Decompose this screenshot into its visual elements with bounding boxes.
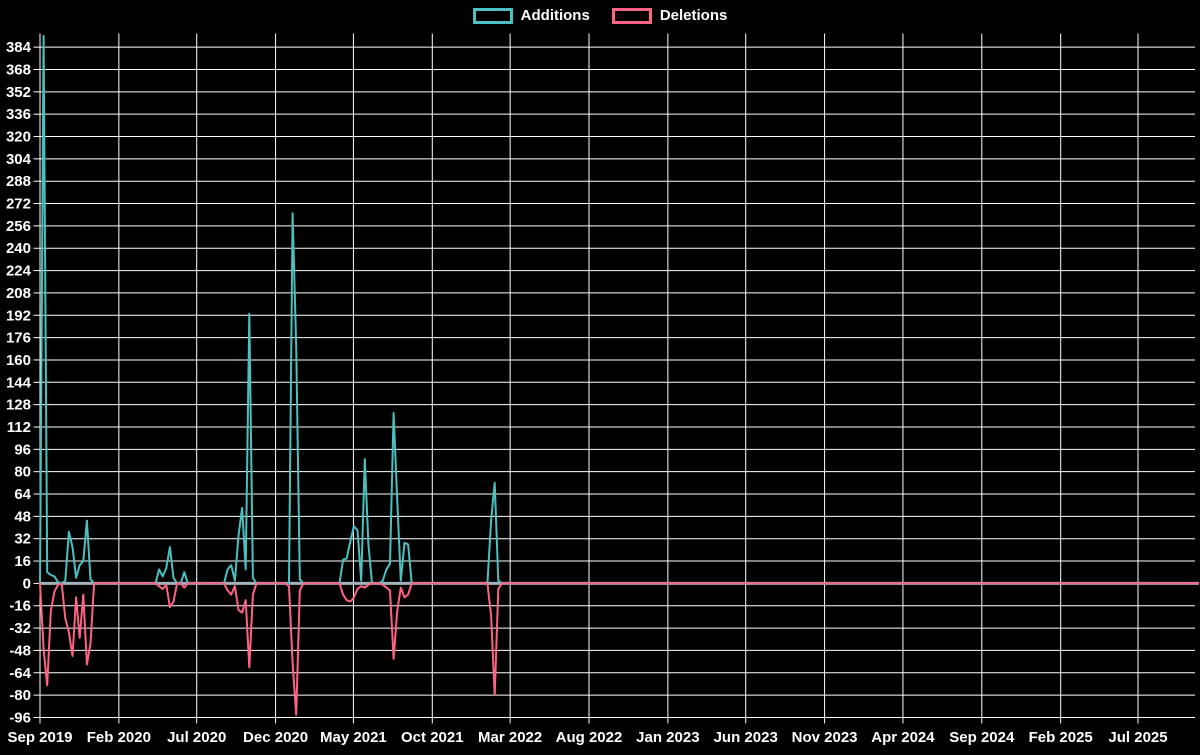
y-tick-label: 16 (14, 553, 31, 570)
data-series (39, 35, 1200, 716)
legend-label-additions: Additions (520, 7, 590, 24)
x-tick-label: Jan 2023 (636, 729, 699, 746)
y-tick-label: -64 (9, 665, 31, 682)
additions-line (39, 35, 1200, 585)
y-tick-label: 272 (6, 196, 31, 213)
x-tick-label: Oct 2021 (401, 729, 464, 746)
y-tick-label: 240 (6, 240, 31, 257)
x-tick-label: Jul 2025 (1108, 729, 1167, 746)
deletions-swatch-icon (611, 7, 652, 24)
y-tick-label: -80 (9, 687, 31, 704)
x-tick-label: Feb 2020 (87, 729, 151, 746)
y-tick-label: 336 (6, 106, 31, 123)
y-tick-label: 304 (6, 151, 32, 168)
legend-item-deletions[interactable]: Deletions (611, 7, 728, 24)
gridlines (39, 33, 1195, 718)
y-tick-label: 176 (6, 330, 31, 347)
y-tick-label: 64 (14, 486, 31, 503)
legend-item-additions[interactable]: Additions (472, 7, 590, 24)
deletions-line (39, 582, 1200, 716)
y-axis-labels: -96 -80 -64 -48 -32 -16 0 16 32 48 64 80 96 112 128 144… (6, 39, 32, 726)
x-tick-label: Nov 2023 (792, 729, 858, 746)
y-tick-label: 368 (6, 61, 31, 78)
y-tick-label: 96 (14, 441, 31, 458)
x-tick-label: Sep 2024 (949, 729, 1015, 746)
y-tick-label: 288 (6, 173, 31, 190)
y-tick-label: 192 (6, 307, 31, 324)
legend-label-deletions: Deletions (659, 7, 728, 24)
y-tick-label: 256 (6, 218, 31, 235)
x-tick-label: Dec 2020 (243, 729, 308, 746)
y-tick-label: -96 (9, 709, 31, 726)
x-tick-label: Apr 2024 (871, 729, 935, 746)
y-tick-label: 320 (6, 129, 31, 146)
y-tick-label: 48 (14, 508, 31, 525)
y-tick-label: 32 (14, 531, 31, 548)
y-tick-label: -48 (9, 642, 31, 659)
x-tick-label: Jul 2020 (167, 729, 226, 746)
x-axis-labels: Sep 2019 Feb 2020 Jul 2020 Dec 2020 May 2021… (7, 729, 1167, 746)
y-tick-label: 160 (6, 352, 31, 369)
x-tick-label: Jun 2023 (714, 729, 778, 746)
axis-ticks (33, 46, 1199, 724)
y-tick-label: 112 (7, 419, 31, 436)
y-tick-label: 224 (6, 263, 32, 280)
x-tick-label: Aug 2022 (556, 729, 623, 746)
x-tick-label: Sep 2019 (7, 729, 72, 746)
x-tick-label: May 2021 (320, 729, 387, 746)
y-tick-label: 128 (6, 397, 31, 414)
y-tick-label: 208 (6, 285, 31, 302)
y-tick-label: -16 (9, 598, 31, 615)
y-tick-label: 0 (23, 575, 31, 592)
x-tick-label: Feb 2025 (1029, 729, 1093, 746)
x-tick-label: Mar 2022 (478, 729, 542, 746)
additions-swatch-icon (472, 7, 513, 24)
y-tick-label: 144 (6, 374, 32, 391)
chart-legend: Additions Deletions (0, 7, 1200, 24)
y-tick-label: 384 (6, 39, 32, 56)
y-tick-label: 80 (14, 464, 31, 481)
y-tick-label: -32 (9, 620, 31, 637)
y-tick-label: 352 (6, 84, 31, 101)
